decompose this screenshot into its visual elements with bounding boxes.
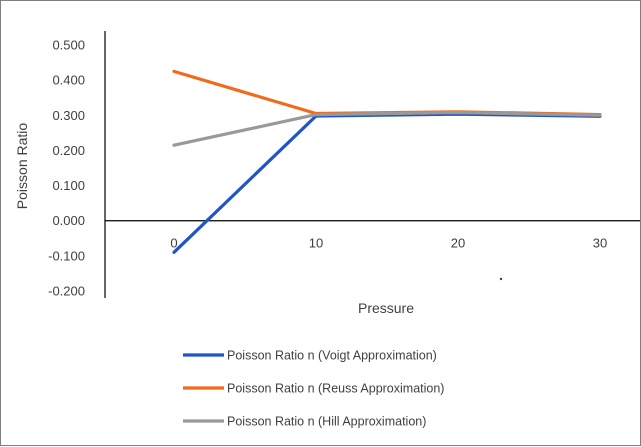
y-tick-labels: 0.500 0.400 0.300 0.200 0.100 0.000 -0.100 -0.2… (48, 38, 85, 299)
y-tick-label: 0.100 (52, 178, 85, 193)
legend-label: Poisson Ratio n (Reuss Approximation) (227, 382, 444, 396)
y-tick-label: -0.100 (48, 248, 85, 263)
x-tick-label: 20 (451, 236, 465, 251)
stray-dot-marker (499, 277, 503, 281)
series-line-2 (172, 69, 602, 117)
y-tick-label: 0.300 (52, 108, 85, 123)
axes (104, 31, 640, 298)
y-tick-label: 0.000 (52, 213, 85, 228)
x-tick-label: 10 (309, 236, 323, 251)
legend-label: Poisson Ratio n (Hill Approximation) (227, 415, 426, 429)
x-tick-label: 0 (170, 236, 177, 251)
series-line-3 (172, 110, 602, 147)
series-lines (172, 69, 602, 254)
y-axis-title: Poisson Ratio (14, 123, 30, 210)
x-axis-title: Pressure (358, 300, 414, 316)
y-tick-label: 0.200 (52, 143, 85, 158)
y-tick-label: -0.200 (48, 284, 85, 299)
legend-label: Poisson Ratio n (Voigt Approximation) (227, 349, 437, 363)
legend: Poisson Ratio n (Voigt Approximation) Poi… (183, 349, 444, 429)
x-tick-labels: 0 10 20 30 (170, 236, 607, 251)
x-tick-label: 30 (593, 236, 607, 251)
series-line-1 (172, 112, 602, 254)
y-tick-label: 0.400 (52, 73, 85, 88)
y-tick-label: 0.500 (52, 38, 85, 53)
